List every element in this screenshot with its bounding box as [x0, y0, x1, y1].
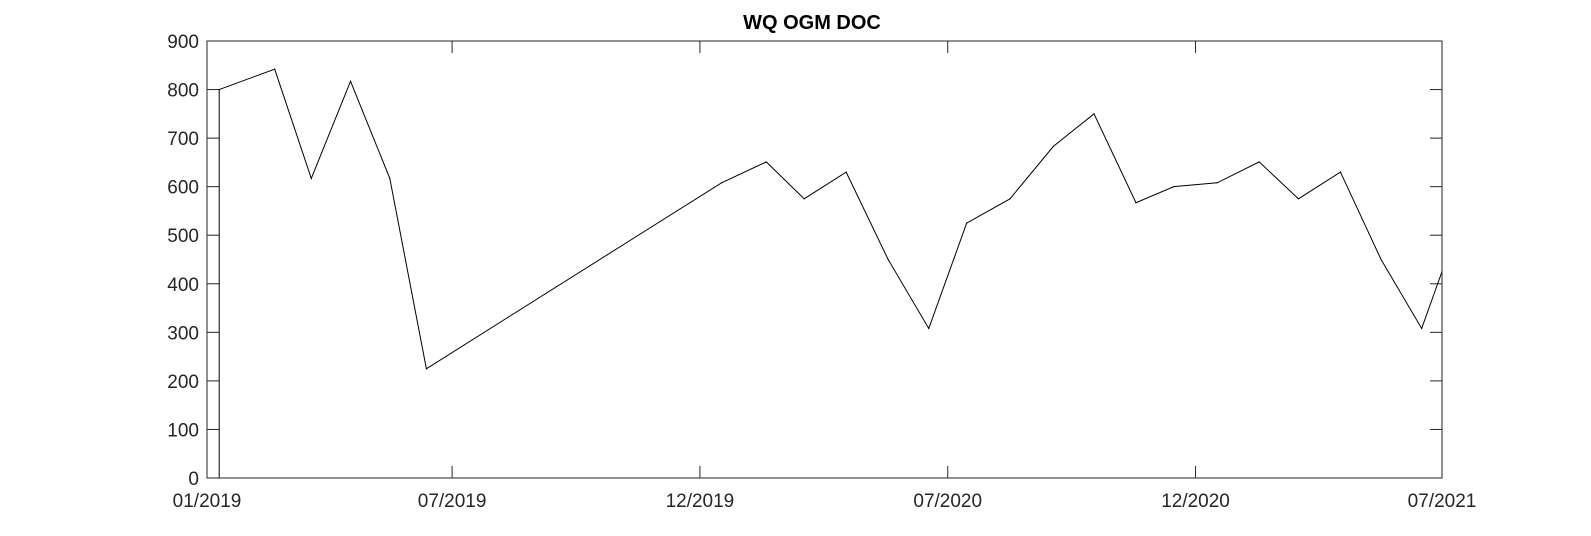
data-point — [803, 198, 805, 200]
data-point — [1093, 113, 1095, 115]
y-tick-label: 900 — [167, 32, 199, 53]
y-tick-label: 0 — [188, 469, 199, 490]
data-point — [1421, 327, 1423, 330]
y-tick-label: 400 — [167, 275, 199, 296]
x-axis: 01/2019 07/2019 12/2019 07/2020 12/2020 07/20… — [173, 41, 1477, 512]
data-point — [928, 327, 930, 330]
y-tick-label: 500 — [167, 226, 199, 247]
y-tick-label: 200 — [167, 372, 199, 393]
data-point — [425, 368, 427, 370]
y-tick-label: 600 — [167, 178, 199, 199]
data-point — [1173, 186, 1175, 188]
y-tick-label: 800 — [167, 81, 199, 102]
data-point — [1135, 202, 1137, 204]
data-point — [1339, 171, 1342, 173]
data-point — [349, 80, 352, 82]
data-point — [1009, 198, 1011, 200]
data-point — [218, 88, 220, 91]
x-tick-label: 07/2020 — [913, 491, 982, 512]
series-layer — [218, 68, 1443, 479]
data-point — [845, 171, 847, 173]
x-tick-label: 07/2021 — [1408, 491, 1477, 512]
x-tick-label: 01/2019 — [173, 491, 242, 512]
y-tick-label: 300 — [167, 323, 199, 344]
x-tick-label: 07/2019 — [418, 491, 487, 512]
chart-title: WQ OGM DOC — [743, 12, 881, 34]
y-tick-label: 700 — [167, 129, 199, 150]
data-point — [1052, 145, 1054, 147]
series-line — [218, 68, 1443, 478]
data-point — [389, 177, 391, 180]
data-point — [274, 68, 276, 70]
y-tick-label: 100 — [167, 420, 199, 441]
data-point — [887, 258, 889, 261]
x-tick-label: 12/2020 — [1161, 491, 1230, 512]
data-point — [1216, 182, 1218, 184]
data-point — [1297, 198, 1300, 200]
data-point — [310, 177, 312, 180]
data-point — [966, 222, 968, 224]
y-axis: 0 100 200 300 400 500 600 700 800 900 — [167, 32, 1442, 490]
x-tick-label: 12/2019 — [666, 491, 735, 512]
data-point — [1380, 258, 1382, 261]
data-point — [1258, 161, 1260, 163]
data-point — [720, 182, 723, 184]
plot-area-frame — [206, 40, 1443, 479]
data-point — [765, 161, 767, 163]
